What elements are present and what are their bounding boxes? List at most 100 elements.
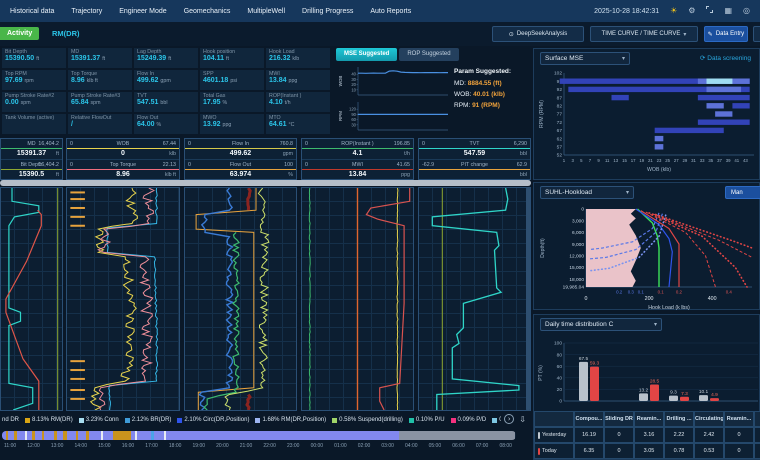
edit-pencil-icon: ✎ (707, 30, 713, 38)
table-cell: 0 (724, 443, 754, 459)
metric-value: 97.69 rpm (5, 77, 34, 84)
col-header-circulating: Circulating (694, 411, 724, 427)
metric-value: 65.84 spm (71, 99, 101, 106)
log-track-1[interactable] (0, 187, 63, 411)
svg-text:0.1: 0.1 (658, 290, 665, 295)
tab-mse-suggested[interactable]: MSE Suggested (336, 48, 398, 61)
log-track-2[interactable] (66, 187, 180, 411)
suhl-select[interactable]: SUHL-Hookload ▾ (540, 186, 634, 199)
svg-text:WOB (klb): WOB (klb) (647, 167, 671, 173)
download-icon[interactable]: ⇩ (519, 414, 526, 424)
svg-text:19,985.04: 19,985.04 (563, 285, 585, 291)
svg-text:120: 120 (349, 107, 357, 112)
daily-distribution-select[interactable]: Daily time distribution C ▾ (540, 318, 662, 331)
curve-scale-top-torque: Top Torque 0 22.13 (67, 160, 179, 170)
svg-text:9,000: 9,000 (572, 242, 584, 248)
time-tick: 02:00 (357, 443, 371, 449)
activity-badge: Activity (0, 27, 40, 40)
metric-label: MD (71, 49, 80, 55)
deepseek-analysis-button[interactable]: ⊙ DeepSeekAnalysis (492, 26, 584, 42)
settings-gear-icon[interactable]: ⚙ (688, 6, 696, 15)
chevron-down-icon: ▾ (653, 321, 657, 328)
legend-more-icon[interactable]: › (504, 414, 515, 424)
chevron-down-icon: ▾ (621, 55, 625, 62)
grid-apps-icon[interactable]: ▦ (724, 6, 733, 15)
vertical-scrollbar[interactable] (526, 187, 530, 411)
col-header-sliding-dr: Sliding DR (604, 411, 634, 427)
nav-item-auto-reports[interactable]: Auto Reports (370, 7, 412, 15)
nav-item-drilling-progress[interactable]: Drilling Progress (302, 7, 354, 15)
metric-card-pump-stroke-rate-3: Pump Stroke Rate#3 65.84 spm (68, 92, 132, 112)
metric-label: SPP (203, 71, 214, 77)
col-header-compou: Compou... (574, 411, 604, 427)
metric-card-top-torque: Top Torque 8.96 klb ft (68, 70, 132, 90)
time-tick: 22:00 (263, 443, 276, 449)
fullscreen-icon[interactable] (706, 6, 714, 16)
surface-mse-select[interactable]: Surface MSE ▾ (540, 52, 630, 65)
svg-text:10.1: 10.1 (699, 389, 709, 395)
manage-button[interactable]: Man (725, 186, 760, 199)
svg-text:40: 40 (351, 72, 356, 77)
time-tick: 11:00 (4, 443, 17, 449)
time-tick: 08:00 (499, 443, 512, 449)
svg-text:67: 67 (557, 128, 563, 134)
log-track-4[interactable] (301, 187, 414, 411)
legend-swatch (78, 417, 84, 423)
svg-text:67.5: 67.5 (579, 356, 589, 362)
clipped-edge-button[interactable] (753, 26, 760, 42)
svg-text:60: 60 (557, 364, 563, 370)
table-cell: 2.22 (664, 427, 694, 443)
svg-text:0.1: 0.1 (638, 290, 645, 295)
data-entry-button[interactable]: ✎ Data Entry (704, 26, 748, 42)
chevron-down-icon: ▾ (625, 189, 629, 196)
nav-item-geomechanics[interactable]: Geomechanics (183, 7, 231, 15)
horizontal-scrollbar[interactable] (0, 180, 531, 186)
svg-text:72: 72 (557, 120, 563, 126)
svg-text:400: 400 (708, 296, 717, 302)
time-tick: 07:00 (475, 443, 489, 449)
nav-item-trajectory[interactable]: Trajectory (71, 7, 103, 15)
metric-card-flow-out: Flow Out 64.00% (134, 114, 198, 134)
curve-type-select[interactable]: TIME CURVE / TIME CURVE ▾ (590, 26, 698, 42)
table-cell: 0 (604, 443, 634, 459)
user-icon[interactable]: ◎ (743, 6, 750, 15)
metric-card-bit-depth: Bit Depth 15390.50 ft (2, 48, 66, 68)
data-screening-link[interactable]: ⟳ Data screening (700, 54, 751, 62)
nav-item-multiplewell[interactable]: MultipleWell (247, 7, 286, 15)
log-track-3[interactable] (184, 187, 297, 411)
svg-text:13: 13 (613, 158, 618, 163)
topnav-right: 2025-10-28 18:42:31 ☀ ⚙ ▦ ◎ (594, 6, 750, 16)
log-track-5[interactable] (418, 187, 531, 411)
col-header-x (534, 411, 574, 427)
nav-item-engineer-mode[interactable]: Engineer Mode (119, 7, 167, 15)
metric-card-hook-load: Hook Load 216.32 klb (266, 48, 330, 68)
svg-text:0: 0 (559, 399, 562, 405)
nav-item-historical-data[interactable]: Historical data (10, 7, 55, 15)
metric-value: 216.32 klb (269, 55, 300, 62)
activity-timeline-bar[interactable] (2, 431, 516, 440)
sub-bar: Activity RM(DR) ⊙ DeepSeekAnalysis TIME … (0, 22, 760, 46)
table-cell: 2.42 (694, 427, 724, 443)
metric-cards: Bit Depth 15390.50 ft MD 15391.37 ft Lag Depth… (2, 48, 330, 134)
metric-card-lag-depth: Lag Depth 15249.39 ft (134, 48, 198, 68)
tab-rop-suggested[interactable]: ROP Suggested (399, 48, 459, 61)
svg-text:10: 10 (351, 87, 356, 92)
svg-text:20: 20 (557, 387, 563, 393)
metric-label: MTO (269, 115, 281, 121)
track-header-5: TVT 0 6,290 547.59 bbl PIT change -62.9 62.9 bbl (418, 138, 531, 181)
theme-sun-icon[interactable]: ☀ (670, 6, 678, 15)
metric-card-tvt: TVT 547.51 bbl (134, 92, 198, 112)
data-entry-label: Data Entry (715, 31, 745, 37)
col-header-reamin: Reamin... (724, 411, 754, 427)
svg-text:11: 11 (605, 158, 610, 163)
metric-value: 8.96 klb ft (71, 77, 98, 84)
table-cell: 3.05 (634, 443, 664, 459)
time-tick: 17:00 (145, 443, 158, 449)
table-cell: 6.35 (574, 443, 604, 459)
metric-card-md: MD 15391.37 ft (68, 48, 132, 68)
time-tick: 16:00 (121, 443, 135, 449)
curve-scale-flow-in: Flow In 0 760.8 (185, 139, 296, 149)
param-rows: MD: 8884.55 (ft) WOB: 40.01 (klb) RPM: 91 … (454, 78, 530, 111)
metric-label: MWI (269, 71, 280, 77)
